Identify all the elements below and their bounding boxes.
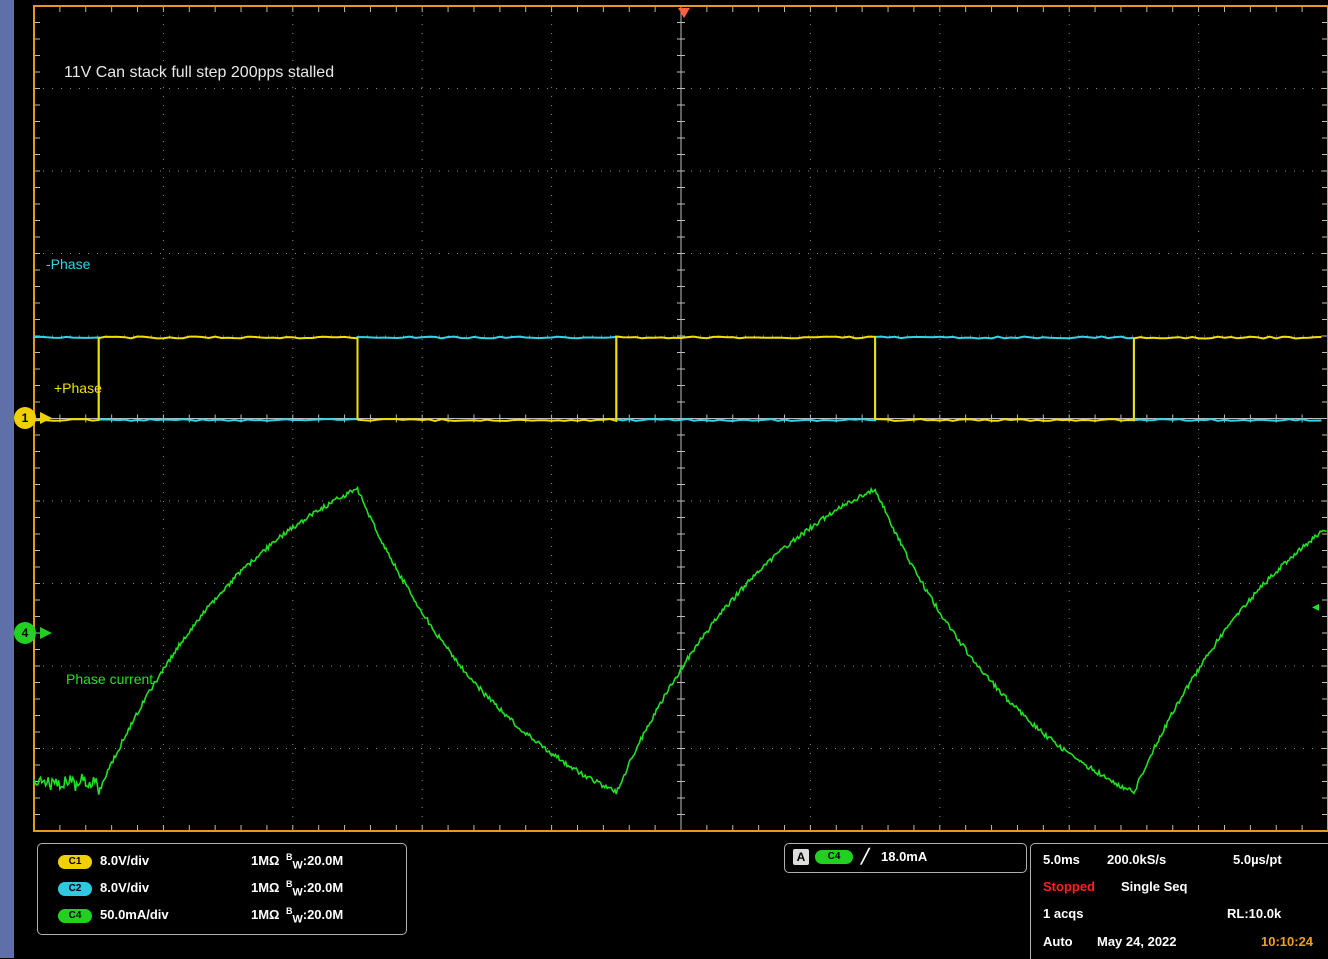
acquisition-state: Stopped xyxy=(1043,879,1095,894)
trigger-position-marker xyxy=(678,8,690,18)
ch1-bandwidth: BW:20.0M xyxy=(286,853,343,872)
time-per-div: 5.0ms xyxy=(1043,852,1080,867)
ch4-scale: 50.0mA/div xyxy=(100,907,169,922)
ch2-impedance: 1MΩ xyxy=(251,880,279,895)
timebase-panel[interactable]: 5.0ms 200.0kS/s 5.0µs/pt Stopped Single … xyxy=(1030,843,1328,959)
time-resolution: 5.0µs/pt xyxy=(1233,852,1282,867)
left-bezel xyxy=(0,0,14,958)
ch1-badge[interactable]: C1 xyxy=(58,855,92,869)
phase-current-label: Phase current xyxy=(66,671,153,687)
ch2-badge[interactable]: C2 xyxy=(58,882,92,896)
trigger-mode: Auto xyxy=(1043,934,1073,949)
channel-row-c1[interactable]: C1 8.0V/div 1MΩ BW:20.0M xyxy=(58,852,398,872)
ch4-ground-marker[interactable]: 4 xyxy=(14,622,36,644)
ch4-offscreen-arrow-icon: ◂ xyxy=(1312,598,1319,615)
scope-display xyxy=(14,0,1328,840)
ch2-bandwidth: BW:20.0M xyxy=(286,880,343,899)
series-neg-phase xyxy=(34,337,1322,422)
ch4-bandwidth: BW:20.0M xyxy=(286,907,343,926)
acquisition-count: 1 acqs xyxy=(1043,906,1083,921)
rising-edge-icon: ╱ xyxy=(861,848,869,865)
channel-row-c2[interactable]: C2 8.0V/div 1MΩ BW:20.0M xyxy=(58,879,398,899)
ch1-scale: 8.0V/div xyxy=(100,853,149,868)
trigger-source-badge: C4 xyxy=(815,850,853,864)
ch1-impedance: 1MΩ xyxy=(251,853,279,868)
acquisition-mode: Single Seq xyxy=(1121,879,1187,894)
channel-row-c4[interactable]: C4 50.0mA/div 1MΩ BW:20.0M xyxy=(58,906,398,926)
acquisition-date: May 24, 2022 xyxy=(1097,934,1177,949)
neg-phase-label: -Phase xyxy=(46,256,90,272)
ch4-badge[interactable]: C4 xyxy=(58,909,92,923)
trigger-mode-letter: A xyxy=(793,849,809,865)
ch1-ground-marker[interactable]: 1 xyxy=(14,407,36,429)
acquisition-time: 10:10:24 xyxy=(1261,934,1313,949)
ch1-arrow-icon xyxy=(40,412,52,424)
ch4-arrow-icon xyxy=(40,627,52,639)
pos-phase-label: +Phase xyxy=(54,380,102,396)
record-length: RL:10.0k xyxy=(1227,906,1281,921)
sample-rate: 200.0kS/s xyxy=(1107,852,1166,867)
annotation-title: 11V Can stack full step 200pps stalled xyxy=(64,64,334,82)
trigger-panel[interactable]: A C4 ╱ 18.0mA xyxy=(784,843,1027,873)
trigger-level: 18.0mA xyxy=(881,849,927,864)
ch2-scale: 8.0V/div xyxy=(100,880,149,895)
waveform-graticule xyxy=(14,0,1328,840)
ch4-impedance: 1MΩ xyxy=(251,907,279,922)
series-pos-phase xyxy=(34,337,1322,422)
channel-settings-panel[interactable]: C1 8.0V/div 1MΩ BW:20.0M C2 8.0V/div 1MΩ… xyxy=(37,843,407,935)
